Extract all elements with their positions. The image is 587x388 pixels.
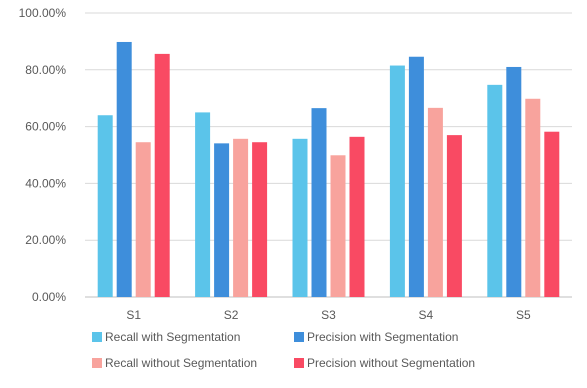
bar-s4-series-3 — [427, 107, 443, 297]
legend-item: Precision with Segmentation — [294, 330, 458, 344]
x-tick-label: S4 — [419, 308, 434, 322]
bar-s3-series-1 — [292, 138, 308, 297]
bar-s1-series-4 — [154, 53, 170, 298]
x-tick-label: S1 — [126, 308, 141, 322]
bar-s2-series-1 — [195, 112, 211, 298]
x-tick-label: S3 — [321, 308, 336, 322]
y-tick-label: 20.00% — [25, 233, 66, 247]
x-axis-tick-labels: S1 S2 S3 S4 S5 — [126, 308, 531, 322]
legend-swatch — [92, 358, 102, 368]
y-tick-label: 40.00% — [25, 176, 66, 190]
legend-item: Precision without Segmentation — [294, 356, 475, 370]
y-tick-label: 80.00% — [25, 63, 66, 77]
legend-item: Recall without Segmentation — [92, 356, 257, 370]
legend-swatch — [92, 332, 102, 342]
legend-swatch — [294, 358, 304, 368]
bar-s4-series-2 — [408, 56, 424, 298]
legend-label: Recall with Segmentation — [105, 330, 240, 344]
bar-s1-series-3 — [135, 142, 151, 297]
bar-s3-series-4 — [349, 136, 365, 297]
y-tick-label: 0.00% — [32, 290, 66, 304]
legend-label: Precision without Segmentation — [307, 356, 475, 370]
legend: Recall with Segmentation Precision with S… — [92, 330, 475, 370]
y-tick-label: 60.00% — [25, 120, 66, 134]
bar-s3-series-3 — [330, 155, 346, 297]
x-tick-label: S5 — [516, 308, 531, 322]
bar-s5-series-2 — [506, 66, 522, 298]
legend-item: Recall with Segmentation — [92, 330, 240, 344]
bar-s4-series-4 — [446, 135, 462, 297]
bar-s2-series-3 — [233, 138, 249, 297]
x-tick-label: S2 — [224, 308, 239, 322]
bar-s5-series-4 — [544, 131, 560, 297]
legend-label: Precision with Segmentation — [307, 330, 458, 344]
bar-s5-series-1 — [487, 84, 503, 298]
bar-s1-series-2 — [116, 41, 132, 297]
bar-s2-series-4 — [252, 142, 268, 297]
legend-swatch — [294, 332, 304, 342]
bars — [97, 41, 560, 298]
bar-s4-series-1 — [389, 65, 405, 297]
bar-s2-series-2 — [214, 143, 230, 297]
bar-s3-series-2 — [311, 108, 327, 297]
bar-s5-series-3 — [525, 98, 541, 297]
y-tick-label: 100.00% — [19, 6, 67, 20]
y-axis-tick-labels: 0.00% 20.00% 40.00% 60.00% 80.00% 100.00% — [19, 6, 67, 304]
bar-s1-series-1 — [97, 115, 113, 298]
legend-label: Recall without Segmentation — [105, 356, 257, 370]
